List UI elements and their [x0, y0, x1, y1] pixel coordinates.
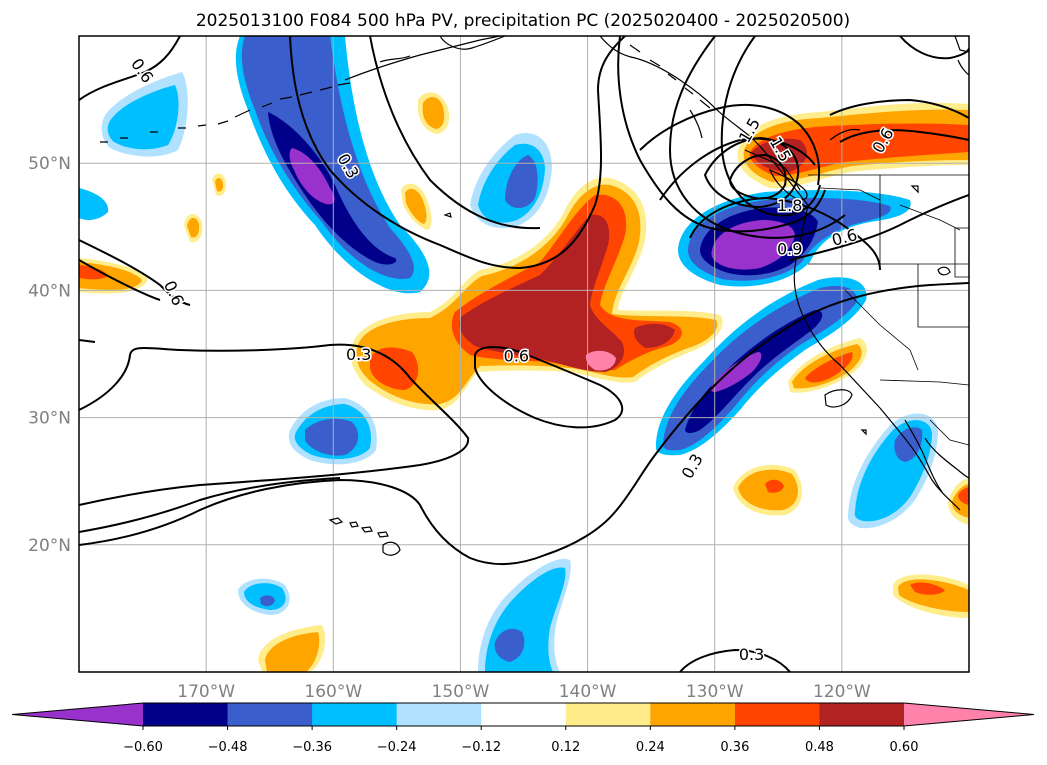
pos-blob-southwest: [258, 625, 326, 672]
contour-label: 1.8: [777, 196, 802, 215]
contour-label: 0.3: [346, 345, 371, 364]
map-plot-area: 0.60.30.60.3 0.60.30.31.51.51.80.9 0.60.6: [79, 36, 969, 672]
lon-tick-label: 130°W: [686, 682, 744, 702]
political-borders: [808, 174, 969, 446]
pos-blob-small-north: [417, 92, 450, 134]
pos-blob-subtropical-east: [733, 464, 803, 516]
colorbar-segment-zero: [481, 703, 567, 726]
colorbar-segment-neg4: [227, 703, 313, 726]
contour-label: 0.6: [504, 346, 529, 365]
neg-band-baja: [847, 413, 938, 529]
colorbar-tick-label: 0.60: [890, 740, 919, 755]
map-gridlines: [79, 36, 969, 672]
colorbar-segment-neg5: [143, 703, 229, 726]
map-frame: [78, 35, 970, 673]
lon-tick-label: 160°W: [304, 682, 362, 702]
colorbar-tick-label: 0.48: [805, 740, 834, 755]
pos-blob-california: [788, 338, 867, 393]
colorbar-segment-pos3: [734, 703, 820, 726]
contour-label: 0.9: [777, 239, 802, 258]
lon-tick-label: 150°W: [432, 682, 490, 702]
colorbar-tick-label: −0.60: [123, 740, 163, 755]
pos-blob-small-west-b: [184, 173, 227, 243]
colorbar-tick-label: 0.12: [551, 740, 580, 755]
colorbar-tick-label: 0.36: [720, 740, 749, 755]
colorbar-tick-label: −0.24: [377, 740, 417, 755]
colorbar-segment-neg3: [312, 703, 398, 726]
colorbar-segment-pos2: [650, 703, 736, 726]
lon-tick-label: 170°W: [177, 682, 235, 702]
pv-contours: [79, 36, 969, 672]
colorbar-tick-label: 0.24: [636, 740, 665, 755]
pos-central-ridge: [350, 177, 723, 411]
lat-tick-label: 50°N: [28, 154, 71, 174]
colorbar-tick-label: −0.36: [292, 740, 332, 755]
coastlines: [100, 36, 969, 556]
neg-blob-southwest: [238, 578, 290, 615]
lat-tick-label: 20°N: [28, 536, 71, 556]
lon-tick-label: 140°W: [559, 682, 617, 702]
neg-blob-far-northwest: [101, 72, 188, 157]
pos-blob-small-west-a: [401, 183, 432, 230]
longitude-tick-labels: 170°W 160°W 150°W 140°W 130°W 120°W: [177, 682, 871, 702]
colorbar-segment-pos1: [565, 703, 651, 726]
neg-band-northwest: [235, 36, 430, 294]
colorbar: [11, 702, 1035, 727]
colorbar-segment-pos4: [819, 703, 905, 726]
neg-band-south: [478, 558, 571, 672]
pos-blob-southeast: [893, 478, 969, 618]
figure-title: 2025013100 F084 500 hPa PV, precipitatio…: [196, 11, 850, 31]
colorbar-tick-label: −0.12: [461, 740, 501, 755]
colorbar-segment-neg2: [396, 703, 482, 726]
contour-label: 0.3: [739, 645, 764, 664]
lat-tick-label: 30°N: [28, 409, 71, 429]
colorbar-extend-high: [904, 703, 1034, 726]
colorbar-extend-low: [12, 703, 143, 726]
colorbar-tick-label: −0.48: [208, 740, 248, 755]
neg-blob-west-edge: [79, 188, 109, 220]
latitude-tick-labels: 20°N 30°N 40°N 50°N: [28, 154, 71, 556]
colorbar-tick-labels: −0.60 −0.48 −0.36 −0.24 −0.12 0.12 0.24 0.36 0.4…: [123, 726, 918, 755]
lat-tick-label: 40°N: [28, 281, 71, 301]
lon-tick-label: 120°W: [813, 682, 871, 702]
